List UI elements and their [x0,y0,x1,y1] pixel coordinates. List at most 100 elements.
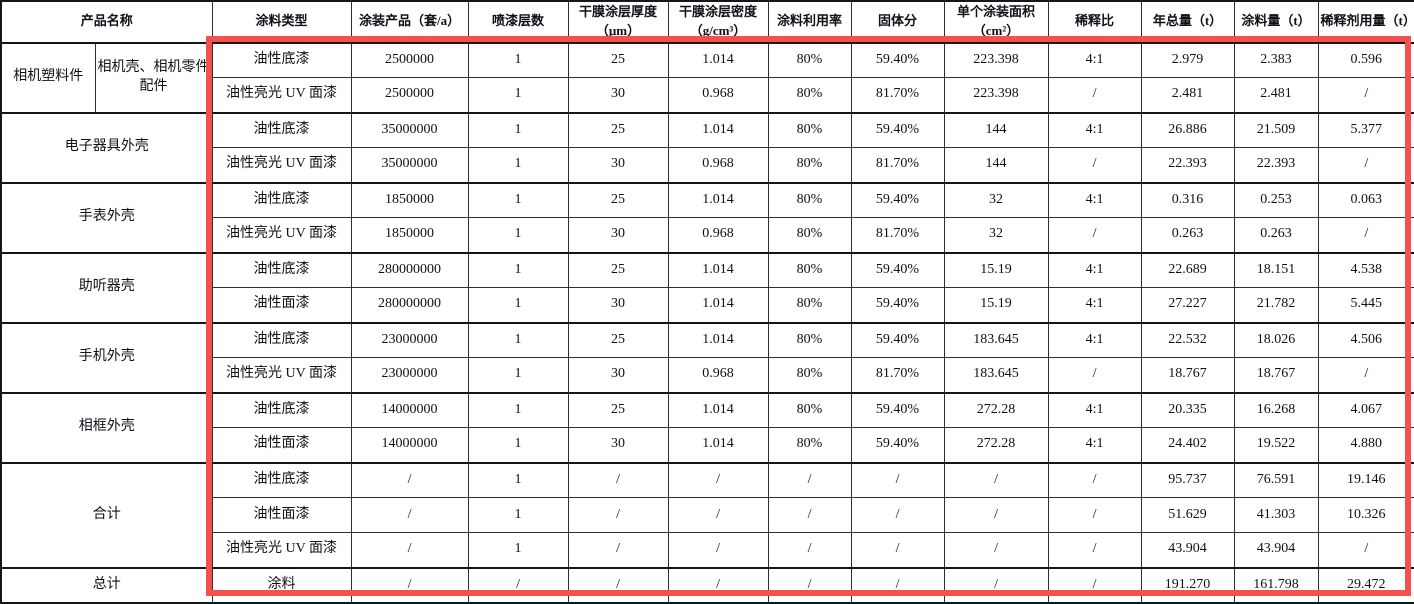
table-cell: 280000000 [350,251,469,289]
table-cell: 35000000 [350,147,469,184]
table-cell: 76.591 [1233,461,1319,499]
column-header: 涂料类型 [211,0,352,44]
table-row: 相框外壳 油性底漆 14000000 1 25 1.014 80% 59.40% 272.28 4… [0,391,1414,464]
product-name-cell: 相机塑料件 [0,41,96,114]
table-cell: 14000000 [350,391,469,429]
table-cell: 油性底漆 [211,391,352,429]
table-cell: 2500000 [350,41,469,79]
table-cell: 161.798 [1233,566,1319,604]
table-cell: 4:1 [1047,321,1142,359]
column-header: 稀释比 [1047,0,1142,44]
summary-label-cell: 合计 [0,461,213,569]
table-cell: 2500000 [350,77,469,114]
table-cell: 80% [767,251,852,289]
table-cell: 5.377 [1317,111,1414,149]
table-row: 油性亮光 UV 面漆 1850000 1 30 0.968 80% 81.70% 32/0.2… [1,217,1414,254]
table-cell: / [667,497,769,534]
table-cell: 1 [467,41,569,79]
table-cell: 32 [943,217,1049,254]
table-cell: 30 [567,427,669,464]
table-row: 手机外壳 油性底漆 23000000 1 25 1.014 80% 59.40% 183.645… [0,321,1414,394]
table-cell: 1 [467,391,569,429]
column-header: 涂装产品（套/a） [350,0,469,44]
table-cell: 80% [767,111,852,149]
table-cell: 2.481 [1140,77,1235,114]
table-cell: 30 [567,77,669,114]
table-cell: / [850,497,945,534]
table-cell: 35000000 [350,111,469,149]
table-cell: 30 [567,217,669,254]
table-row: 电子器具外壳 油性底漆 35000000 1 25 1.014 80% 59.40% 144 4:… [0,111,1414,184]
product-name-cell: 相机壳、相机零件配件 [94,41,213,114]
table-cell: 1 [467,497,569,534]
table-cell: / [1317,147,1414,184]
table-cell: 1.014 [667,321,769,359]
header-row: 产品名称 涂料类型 涂装产品（套/a） 喷漆层数 干膜涂层厚度（μm） 干膜涂层密度（g/… [0,0,1414,44]
column-header: 干膜涂层密度（g/cm³） [667,0,769,44]
table-cell: 1 [467,427,569,464]
table-cell: 27.227 [1140,287,1235,324]
table-header: 产品名称 涂料类型 涂装产品（套/a） 喷漆层数 干膜涂层厚度（μm） 干膜涂层密度（g/… [0,0,1414,44]
table-row: 合计 油性底漆/1// / / //95.737 76.591 19.146 [0,461,1414,569]
table-cell: 16.268 [1233,391,1319,429]
table-body: 相机塑料件 相机壳、相机零件配件 油性底漆 2500000 1 25 1.014 80% 59.… [0,41,1414,604]
table-cell: / [350,532,469,569]
table-cell: 油性底漆 [211,251,352,289]
table-cell: 油性底漆 [211,111,352,149]
table-cell: 144 [943,147,1049,184]
table-cell: / [1047,77,1142,114]
table-cell: 1 [467,461,569,499]
table-cell: 油性亮光 UV 面漆 [211,357,352,394]
table-cell: 25 [567,41,669,79]
product-name-cell: 手机外壳 [0,321,213,394]
table-cell: 26.886 [1140,111,1235,149]
column-header: 产品名称 [0,0,213,44]
table-cell: / [1047,497,1142,534]
table-row: 油性亮光 UV 面漆 35000000 1 30 0.968 80% 81.70% 144/2… [1,147,1414,184]
table-cell: 22.393 [1233,147,1319,184]
table-cell: 59.40% [850,251,945,289]
column-header: 喷漆层数 [467,0,569,44]
product-name-cell: 电子器具外壳 [0,111,213,184]
table-cell: 21.509 [1233,111,1319,149]
table-cell: 油性亮光 UV 面漆 [211,532,352,569]
table-cell: 18.026 [1233,321,1319,359]
table-cell: 59.40% [850,391,945,429]
table-cell: 4:1 [1047,427,1142,464]
table-cell: 95.737 [1140,461,1235,499]
column-header: 稀释剂用量（t） [1317,0,1414,44]
table-cell: 油性面漆 [211,287,352,324]
table-cell: 19.522 [1233,427,1319,464]
table-cell: 81.70% [850,147,945,184]
table-cell: / [567,461,669,499]
table-cell: 272.28 [943,427,1049,464]
column-header: 涂料利用率 [767,0,852,44]
table-cell: 2.481 [1233,77,1319,114]
table-cell: 1 [467,532,569,569]
table-cell: 1850000 [350,181,469,219]
table-cell: 223.398 [943,77,1049,114]
column-header: 固体分 [850,0,945,44]
table-cell: / [850,566,945,604]
table-row: 油性亮光 UV 面漆 23000000 1 30 0.968 80% 81.70% 183.6… [1,357,1414,394]
table-cell: 59.40% [850,41,945,79]
table-cell: / [1047,217,1142,254]
table-cell: 0.968 [667,77,769,114]
table-cell: / [467,566,569,604]
table-cell: / [1047,357,1142,394]
table-cell: 4:1 [1047,251,1142,289]
table-cell: 油性亮光 UV 面漆 [211,147,352,184]
table-cell: 1 [467,181,569,219]
table-cell: 0.968 [667,357,769,394]
table-cell: 80% [767,427,852,464]
table-cell: 41.303 [1233,497,1319,534]
table-cell: 1 [467,321,569,359]
column-header: 干膜涂层厚度（μm） [567,0,669,44]
table-cell: 2.383 [1233,41,1319,79]
table-cell: / [350,497,469,534]
table-cell: 59.40% [850,181,945,219]
table-row: 油性面漆/1// / / //51.629 41.303 10.326 [1,497,1414,534]
table-cell: / [1317,357,1414,394]
table-cell: 4:1 [1047,391,1142,429]
